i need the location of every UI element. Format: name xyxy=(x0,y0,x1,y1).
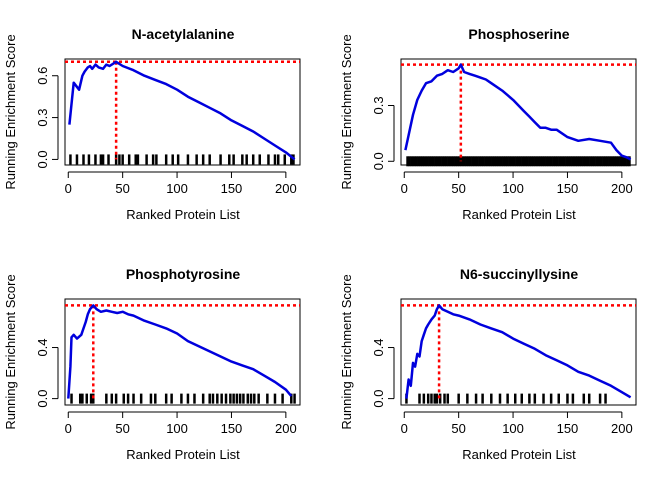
y-tick-label: 0.6 xyxy=(35,67,50,85)
panel-title: Phosphotyrosine xyxy=(126,266,241,282)
x-tick-label: 150 xyxy=(221,421,243,436)
x-tick-label: 200 xyxy=(611,421,633,436)
x-tick-label: 150 xyxy=(557,421,579,436)
x-axis-label: Ranked Protein List xyxy=(126,207,240,222)
x-tick-label: 0 xyxy=(401,421,408,436)
panel-title: Phosphoserine xyxy=(468,26,569,42)
plot-area: 0 50 100 150 200 0.0 0.4 xyxy=(35,298,301,436)
enrichment-score-line xyxy=(67,304,293,399)
y-axis-label: Running Enrichment Score xyxy=(339,274,354,429)
y-axis-label: Running Enrichment Score xyxy=(3,274,18,429)
plot-area: 0 50 100 150 200 0.0 0.4 xyxy=(371,298,637,436)
y-axis-label: Running Enrichment Score xyxy=(339,34,354,189)
x-tick-label: 50 xyxy=(451,421,465,436)
plot-area: 0 50 100 150 200 0.0 0.3 xyxy=(371,58,637,196)
x-axis-label: Ranked Protein List xyxy=(462,207,576,222)
enrichment-score-line xyxy=(68,60,296,161)
x-axis-label: Ranked Protein List xyxy=(126,447,240,462)
y-tick-label: 0.4 xyxy=(35,338,50,356)
x-tick-label: 0 xyxy=(65,181,72,196)
plot-frame xyxy=(64,298,301,406)
panel-phosphotyrosine: Phosphotyrosine Ranked Protein List Runn… xyxy=(3,266,301,462)
x-tick-label: 200 xyxy=(275,421,297,436)
panel-title: N6-succinyllysine xyxy=(460,266,578,282)
y-tick-label: 0.0 xyxy=(35,150,50,168)
x-tick-label: 50 xyxy=(451,181,465,196)
y-tick-label: 0.3 xyxy=(371,96,386,114)
y-tick-label: 0.4 xyxy=(371,338,386,356)
x-tick-label: 0 xyxy=(65,421,72,436)
x-tick-label: 150 xyxy=(557,181,579,196)
panel-n-acetylalanine: N-acetylalanine Ranked Protein List Runn… xyxy=(3,26,301,222)
x-tick-label: 200 xyxy=(275,181,297,196)
enrichment-score-line xyxy=(405,304,632,399)
plot-frame xyxy=(64,58,301,166)
x-tick-label: 100 xyxy=(166,421,188,436)
panel-title: N-acetylalanine xyxy=(132,26,235,42)
x-tick-label: 50 xyxy=(115,421,129,436)
panel-phosphoserine: Phosphoserine Ranked Protein List Runnin… xyxy=(339,26,637,222)
x-tick-label: 150 xyxy=(221,181,243,196)
x-tick-label: 50 xyxy=(115,181,129,196)
y-axis-label: Running Enrichment Score xyxy=(3,34,18,189)
x-tick-label: 200 xyxy=(611,181,633,196)
panel-n6-succinyllysine: N6-succinyllysine Ranked Protein List Ru… xyxy=(339,266,637,462)
y-tick-label: 0.0 xyxy=(371,390,386,408)
enrichment-score-line xyxy=(404,63,632,161)
x-tick-label: 100 xyxy=(502,181,524,196)
plot-area: 0 50 100 150 200 0.0 0.3 0.6 xyxy=(35,58,301,196)
plot-frame xyxy=(400,298,637,406)
y-tick-label: 0.3 xyxy=(35,109,50,127)
x-axis-label: Ranked Protein List xyxy=(462,447,576,462)
y-tick-label: 0.0 xyxy=(371,152,386,170)
x-tick-label: 0 xyxy=(401,181,408,196)
y-tick-label: 0.0 xyxy=(35,390,50,408)
x-tick-label: 100 xyxy=(166,181,188,196)
x-tick-label: 100 xyxy=(502,421,524,436)
